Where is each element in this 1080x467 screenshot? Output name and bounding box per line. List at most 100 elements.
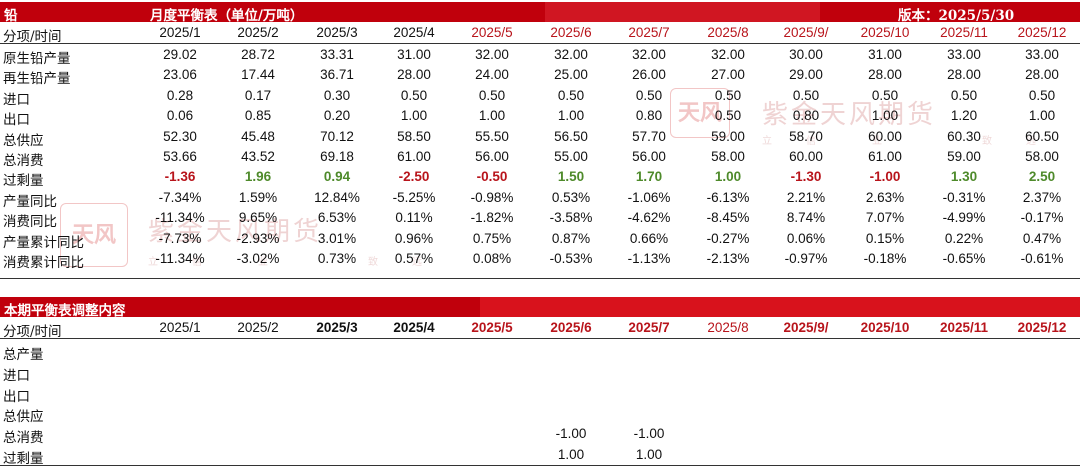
table-cell: 0.15% <box>865 230 905 246</box>
row-label: 进口 <box>3 91 30 108</box>
table-row: 总消费 -1.00 -1.00 <box>0 424 1080 446</box>
table-cell: -0.65% <box>942 251 986 266</box>
row-header-label: 分项/时间 <box>3 324 62 340</box>
table-cell: 61.00 <box>397 149 431 164</box>
table-cell: 59.00 <box>947 149 981 164</box>
column-header: 2025/3 <box>316 25 358 40</box>
table-cell: 0.50 <box>478 87 506 103</box>
row-label: 消费累计同比 <box>3 255 84 271</box>
table-cell: -0.18% <box>863 251 907 266</box>
table-cell: 45.48 <box>241 128 275 144</box>
column-header: 2025/11 <box>939 320 989 335</box>
table-cell: -3.58% <box>549 210 593 226</box>
table-cell: 58.50 <box>397 128 431 144</box>
column-header: 2025/12 <box>1017 320 1067 335</box>
table-cell: 26.00 <box>632 67 666 83</box>
column-header: 2025/7 <box>628 320 670 335</box>
table-cell: 0.53% <box>551 189 591 205</box>
table-cell: 1.30 <box>950 169 978 185</box>
row-label: 再生铅产量 <box>3 71 71 88</box>
table-cell: 0.50 <box>714 108 742 124</box>
table-cell: 28.00 <box>1025 67 1059 83</box>
table-cell: 28.00 <box>868 67 902 83</box>
table-cell: 31.00 <box>397 47 431 62</box>
table-cell: 43.52 <box>241 149 275 164</box>
table-row: 产量累计同比 -7.73% -2.93% 3.01% 0.96% 0.75% 0.87% 0.… <box>0 229 1080 251</box>
column-header: 2025/5 <box>471 25 513 40</box>
table-cell: 0.08% <box>472 251 512 266</box>
table-row: 产量同比 -7.34% 1.59% 12.84% -5.25% -0.98% 0.53% -1… <box>0 188 1080 210</box>
table-cell: -0.98% <box>470 189 514 205</box>
table-cell: 32.00 <box>632 47 666 62</box>
table-cell: 28.00 <box>947 67 981 83</box>
table-row: 总供应 <box>0 403 1080 425</box>
table-row: 进口 <box>0 362 1080 384</box>
row-label: 产量累计同比 <box>3 234 84 251</box>
table-cell: -0.53% <box>549 251 593 266</box>
column-header: 2025/4 <box>393 320 435 335</box>
adjust-table-title: 本期平衡表调整内容 <box>4 303 126 319</box>
table-cell: 0.50 <box>714 87 742 103</box>
table-cell: 2.21% <box>786 189 826 205</box>
table-cell: 55.50 <box>475 128 509 144</box>
table-cell: 0.94 <box>323 169 351 185</box>
table-cell: 56.00 <box>475 149 509 164</box>
table-cell: -4.62% <box>627 210 671 226</box>
row-label: 过剩量 <box>3 173 44 190</box>
table-cell: 25.00 <box>554 67 588 83</box>
table-cell: 59.00 <box>711 128 745 144</box>
table-cell: 28.72 <box>241 47 275 62</box>
main-table-banner: 铅 月度平衡表（单位/万吨） 版本：2025/5/30 <box>0 2 1080 24</box>
table-cell: -8.45% <box>706 210 750 226</box>
table-cell: -3.02% <box>236 251 280 266</box>
table-cell: -1.13% <box>627 251 671 266</box>
table-cell: 32.00 <box>475 47 509 62</box>
table-cell: 0.87% <box>551 230 591 246</box>
table-row: 总产量 <box>0 341 1080 363</box>
table-cell: 0.30 <box>323 87 351 103</box>
table-row: 过剩量 -1.36 1.96 0.94 -2.50 -0.50 1.50 1.70 1.00 -1… <box>0 167 1080 190</box>
table-cell: 56.50 <box>554 128 588 144</box>
column-header: 2025/8 <box>707 25 749 40</box>
main-table-header-row: 分项/时间 2025/1 2025/2 2025/3 2025/4 2025/5 2025/… <box>0 23 1080 45</box>
column-header: 2025/6 <box>550 25 592 40</box>
table-cell: -1.00 <box>555 426 587 442</box>
table-cell: -1.06% <box>627 189 671 205</box>
row-label: 总供应 <box>3 132 44 149</box>
table-cell: 1.00 <box>635 447 663 462</box>
table-cell: 53.66 <box>163 149 197 164</box>
table-row: 总消费 53.66 43.52 69.18 61.00 56.00 55.00 56.00 58… <box>0 147 1080 169</box>
table-cell: 1.00 <box>557 447 585 462</box>
table-cell: 0.06 <box>166 108 194 124</box>
column-header: 2025/10 <box>860 25 910 40</box>
table-cell: -0.31% <box>942 189 986 205</box>
main-table-title: 铅 <box>4 8 18 24</box>
table-cell: 8.74% <box>786 210 826 226</box>
table-row: 出口 <box>0 383 1080 405</box>
table-cell: -11.34% <box>155 251 205 266</box>
table-cell: 30.00 <box>789 47 823 62</box>
table-cell: 1.00 <box>714 169 742 185</box>
table-cell: 52.30 <box>163 128 197 144</box>
column-header: 2025/9/ <box>783 320 829 335</box>
table-cell: 24.00 <box>475 67 509 83</box>
table-cell: 0.50 <box>1028 87 1056 103</box>
table-cell: 0.50 <box>871 87 899 103</box>
table-cell: 1.20 <box>950 108 978 124</box>
row-label: 进口 <box>3 367 30 384</box>
table-cell: 1.96 <box>244 169 272 185</box>
table-cell: -0.97% <box>784 251 828 266</box>
table-cell: -0.61% <box>1020 251 1064 266</box>
table-cell: 29.00 <box>789 67 823 83</box>
column-header: 2025/5 <box>471 320 513 335</box>
row-label: 出口 <box>3 388 30 405</box>
table-cell: 17.44 <box>241 67 275 83</box>
table-cell: -11.34% <box>155 210 205 226</box>
table-cell: 32.00 <box>554 47 588 62</box>
column-header: 2025/6 <box>550 320 592 335</box>
table-cell: 33.00 <box>947 47 981 62</box>
table-bottom-border <box>0 465 1080 466</box>
table-cell: 23.06 <box>163 67 197 83</box>
table-cell: 60.50 <box>1025 128 1059 144</box>
table-cell: 2.50 <box>1028 169 1056 185</box>
